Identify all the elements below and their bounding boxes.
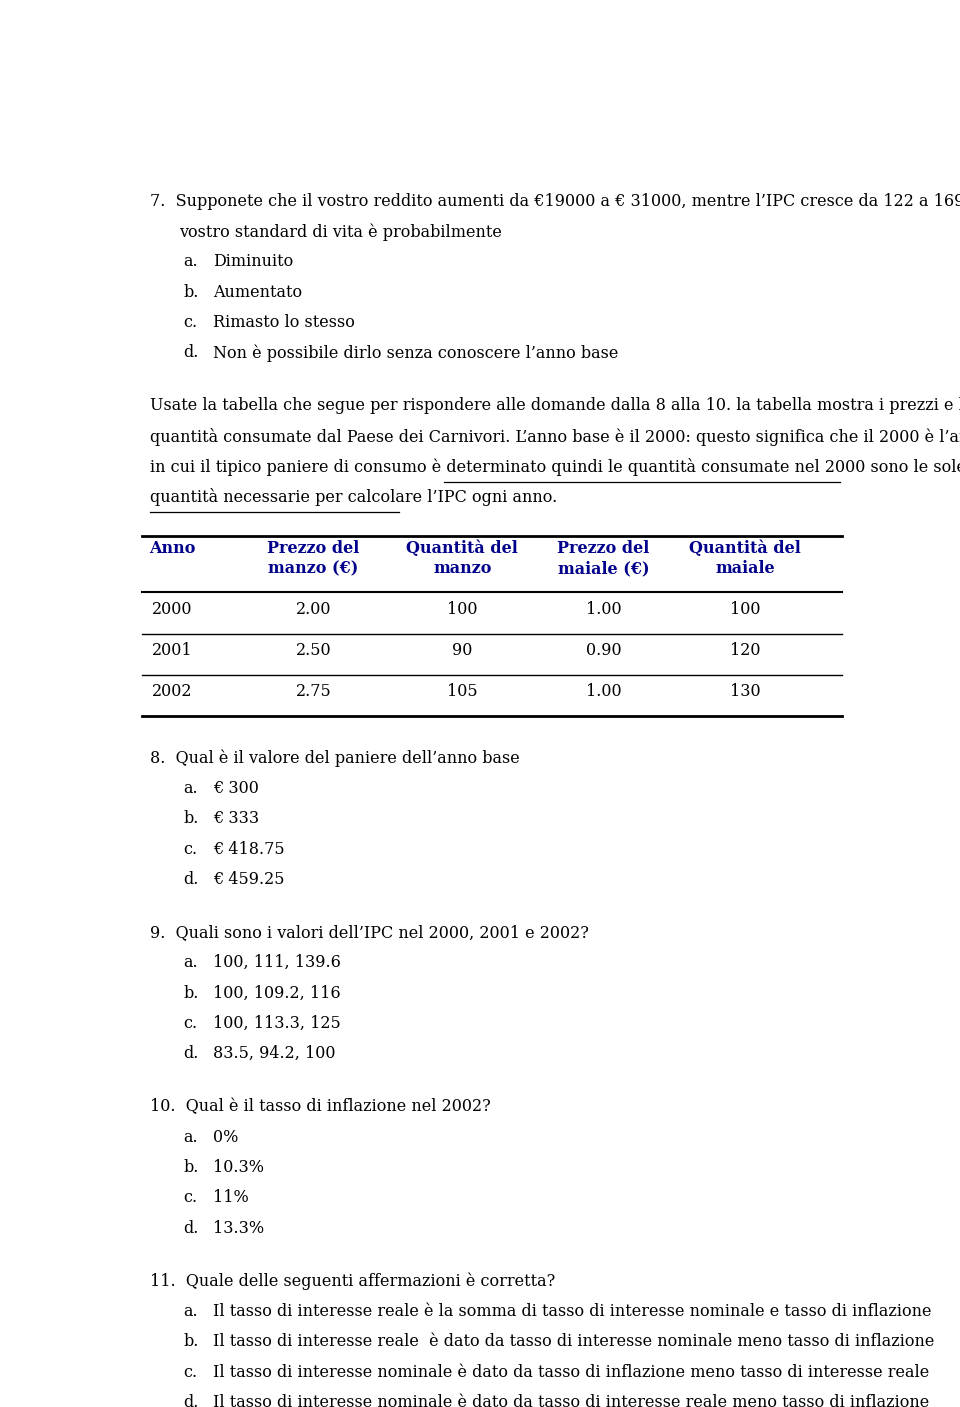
Text: Quantità del
maiale: Quantità del maiale (689, 540, 801, 577)
Text: b.: b. (183, 985, 199, 1002)
Text: 1.00: 1.00 (586, 601, 621, 618)
Text: 90: 90 (452, 642, 472, 660)
Text: Quantità del
manzo: Quantità del manzo (406, 540, 518, 577)
Text: Rimasto lo stesso: Rimasto lo stesso (213, 314, 355, 331)
Text: d.: d. (183, 871, 199, 888)
Text: 83.5, 94.2, 100: 83.5, 94.2, 100 (213, 1045, 335, 1062)
Text: € 459.25: € 459.25 (213, 871, 284, 888)
Text: 2.75: 2.75 (296, 684, 331, 701)
Text: b.: b. (183, 1159, 199, 1176)
Text: Usate la tabella che segue per rispondere alle domande dalla 8 alla 10. la tabel: Usate la tabella che segue per risponder… (150, 397, 960, 415)
Text: Anno: Anno (149, 540, 195, 557)
Text: vostro standard di vita è probabilmente: vostro standard di vita è probabilmente (180, 222, 502, 241)
Text: a.: a. (183, 954, 198, 971)
Text: € 418.75: € 418.75 (213, 840, 284, 857)
Text: 2.00: 2.00 (296, 601, 331, 618)
Text: 2.50: 2.50 (296, 642, 331, 660)
Text: a.: a. (183, 1303, 198, 1320)
Text: Il tasso di interesse reale  è dato da tasso di interesse nominale meno tasso di: Il tasso di interesse reale è dato da ta… (213, 1334, 934, 1351)
Text: c.: c. (183, 840, 198, 857)
Text: 100: 100 (730, 601, 760, 618)
Text: c.: c. (183, 1363, 198, 1380)
Text: 9.  Quali sono i valori dell’IPC nel 2000, 2001 e 2002?: 9. Quali sono i valori dell’IPC nel 2000… (150, 924, 588, 941)
Text: 100, 113.3, 125: 100, 113.3, 125 (213, 1014, 341, 1031)
Text: 11.  Quale delle seguenti affermazioni è corretta?: 11. Quale delle seguenti affermazioni è … (150, 1273, 555, 1290)
Text: 2001: 2001 (152, 642, 192, 660)
Text: 11%: 11% (213, 1189, 249, 1206)
Text: d.: d. (183, 1394, 199, 1407)
Text: Prezzo del
maiale (€): Prezzo del maiale (€) (558, 540, 650, 577)
Text: 2000: 2000 (152, 601, 192, 618)
Text: 100, 111, 139.6: 100, 111, 139.6 (213, 954, 341, 971)
Text: € 300: € 300 (213, 779, 259, 796)
Text: Prezzo del
manzo (€): Prezzo del manzo (€) (267, 540, 360, 577)
Text: € 333: € 333 (213, 810, 259, 827)
Text: in cui il tipico paniere di consumo è determinato quindi le quantità consumate n: in cui il tipico paniere di consumo è de… (150, 459, 960, 476)
Text: 130: 130 (730, 684, 760, 701)
Text: b.: b. (183, 810, 199, 827)
Text: c.: c. (183, 1014, 198, 1031)
Text: a.: a. (183, 779, 198, 796)
Text: c.: c. (183, 314, 198, 331)
Text: 13.3%: 13.3% (213, 1220, 264, 1237)
Text: 1.00: 1.00 (586, 684, 621, 701)
Text: 120: 120 (730, 642, 760, 660)
Text: d.: d. (183, 1045, 199, 1062)
Text: c.: c. (183, 1189, 198, 1206)
Text: Non è possibile dirlo senza conoscere l’anno base: Non è possibile dirlo senza conoscere l’… (213, 345, 618, 362)
Text: Il tasso di interesse nominale è dato da tasso di interesse reale meno tasso di : Il tasso di interesse nominale è dato da… (213, 1394, 929, 1407)
Text: Il tasso di interesse nominale è dato da tasso di inflazione meno tasso di inter: Il tasso di interesse nominale è dato da… (213, 1363, 929, 1380)
Text: 0%: 0% (213, 1128, 238, 1145)
Text: b.: b. (183, 284, 199, 301)
Text: 7.  Supponete che il vostro reddito aumenti da €19000 a € 31000, mentre l’IPC cr: 7. Supponete che il vostro reddito aumen… (150, 193, 960, 210)
Text: Aumentato: Aumentato (213, 284, 302, 301)
Text: 2002: 2002 (152, 684, 192, 701)
Text: Il tasso di interesse reale è la somma di tasso di interesse nominale e tasso di: Il tasso di interesse reale è la somma d… (213, 1303, 931, 1320)
Text: 10.3%: 10.3% (213, 1159, 264, 1176)
Text: 105: 105 (447, 684, 477, 701)
Text: b.: b. (183, 1334, 199, 1351)
Text: 0.90: 0.90 (586, 642, 621, 660)
Text: Diminuito: Diminuito (213, 253, 293, 270)
Text: 10.  Qual è il tasso di inflazione nel 2002?: 10. Qual è il tasso di inflazione nel 20… (150, 1099, 491, 1116)
Text: a.: a. (183, 253, 198, 270)
Text: quantità consumate dal Paese dei Carnivori. L’anno base è il 2000: questo signif: quantità consumate dal Paese dei Carnivo… (150, 428, 960, 446)
Text: 100: 100 (447, 601, 477, 618)
Text: d.: d. (183, 1220, 199, 1237)
Text: d.: d. (183, 345, 199, 362)
Text: 8.  Qual è il valore del paniere dell’anno base: 8. Qual è il valore del paniere dell’ann… (150, 750, 519, 767)
Text: quantità necessarie per calcolare l’IPC ogni anno.: quantità necessarie per calcolare l’IPC … (150, 488, 557, 507)
Text: 100, 109.2, 116: 100, 109.2, 116 (213, 985, 341, 1002)
Text: a.: a. (183, 1128, 198, 1145)
